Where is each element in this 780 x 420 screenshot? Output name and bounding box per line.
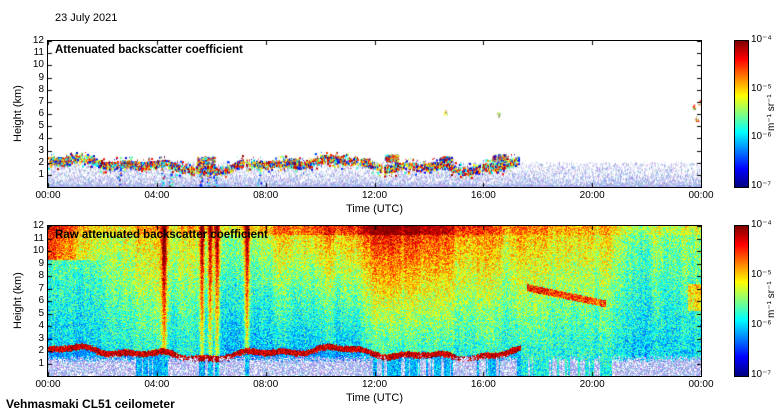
x-axis-label: Time (UTC) [345,203,404,215]
colorbar-bottom [734,225,749,377]
x-tick-label: 16:00 [470,190,496,201]
colorbar-tick-label: 10⁻⁷ [751,369,772,380]
colorbar-tick-label: 10⁻⁵ [751,82,772,94]
x-tick-label: 20:00 [579,379,605,390]
x-tick-label: 00:00 [688,190,714,201]
colorbar-top [734,40,749,188]
x-tick-label: 08:00 [253,379,279,390]
instrument-label: Vehmasmaki CL51 ceilometer [6,397,175,411]
x-axis-label: Time (UTC) [345,392,404,404]
colorbar-tick-label: 10⁻⁶ [751,319,772,330]
x-tick-label: 08:00 [253,190,279,201]
colorbar-tick-label: 10⁻⁵ [751,269,772,280]
panel-raw-attenuated-backscatter: Raw attenuated backscatter coefficient H… [12,220,714,404]
x-tick-label: 04:00 [144,190,170,201]
x-tick-label: 20:00 [579,190,605,201]
colorbar-tick-label: 10⁻⁷ [751,180,772,191]
colorbar-unit-label-bottom: m⁻¹ sr⁻¹ [766,281,777,319]
x-tick-label: 00:00 [688,379,714,390]
panel-title: Raw attenuated backscatter coefficient [55,229,268,241]
raw-attenuated-backscatter-heatmap [48,226,701,376]
colorbar-tick-label: 10⁻⁴ [751,34,772,45]
x-tick-label: 04:00 [144,379,170,390]
y-axis-label: Height (km) [12,272,24,330]
x-tick-label: 00:00 [35,379,61,390]
x-tick-label: 00:00 [35,190,61,201]
colorbar-tick-label: 10⁻⁴ [751,219,772,230]
x-tick-label: 12:00 [361,190,388,201]
colorbar-unit-label-top: m⁻¹ sr⁻¹ [766,94,777,132]
x-tick-label: 12:00 [361,379,388,390]
date-label: 23 July 2021 [55,12,118,24]
y-axis-label: Height (km) [12,85,24,143]
colorbar-tick-label: 10⁻⁶ [751,131,772,143]
attenuated-backscatter-heatmap [48,41,701,187]
panel-title: Attenuated backscatter coefficient [55,44,243,56]
x-tick-label: 16:00 [470,379,496,390]
panel-attenuated-backscatter: Attenuated backscatter coefficient Heigh… [12,35,714,215]
